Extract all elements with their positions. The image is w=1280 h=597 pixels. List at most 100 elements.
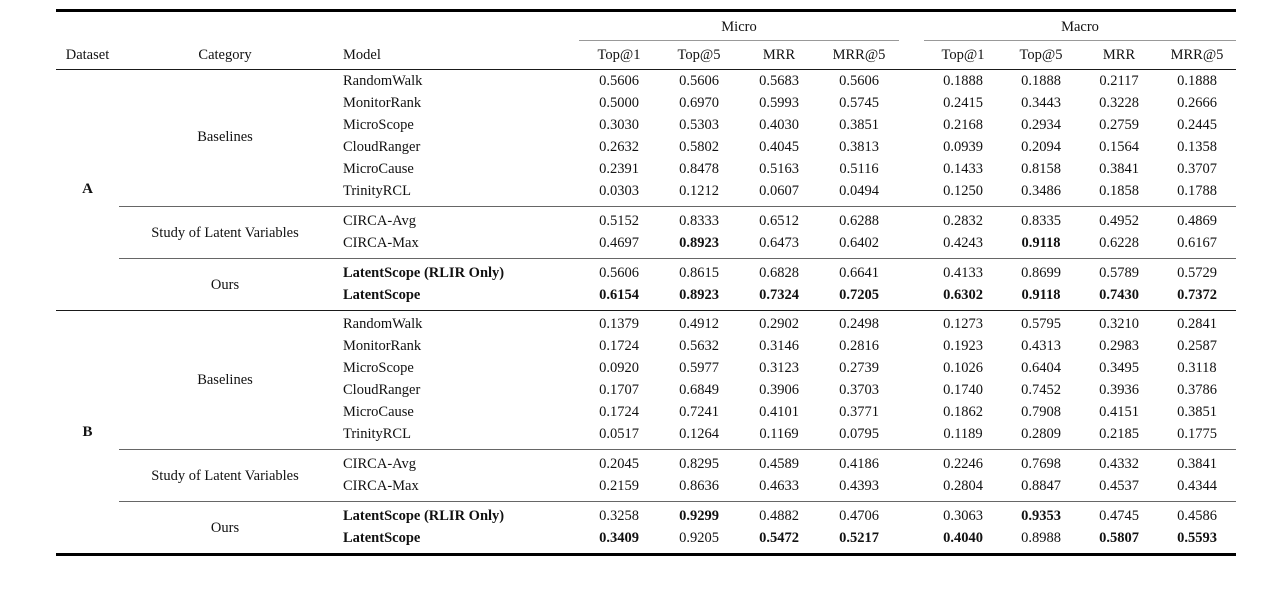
table-row: CloudRanger 0.1707 0.6849 0.3906 0.3703 0.174… (56, 379, 1236, 401)
metric-value: 0.4030 (759, 116, 799, 133)
metric-value: 0.4040 (943, 529, 983, 546)
metric-value: 0.3841 (1158, 448, 1237, 475)
metric-value: 0.5606 (839, 72, 879, 89)
metric-value: 0.2934 (1021, 116, 1061, 133)
metric-value: 0.7698 (1002, 448, 1080, 475)
metric-value: 0.1923 (943, 337, 983, 354)
model-name: LatentScope (RLIR Only) (331, 500, 579, 527)
category-label: Baselines (119, 309, 331, 449)
metric-value: 0.3771 (839, 403, 879, 420)
metric-value: 0.5632 (679, 337, 719, 354)
model-name: RandomWalk (343, 72, 423, 89)
metric-value: 0.3123 (759, 359, 799, 376)
model-name: LatentScope (343, 529, 421, 546)
table-row: A Baselines RandomWalk 0.5606 0.5606 0.5683 0.… (56, 70, 1236, 198)
col-header-micro-mrr: MRR (739, 40, 819, 70)
metric-value: 0.4912 (659, 309, 739, 335)
metric-value: 0.2739 (839, 359, 879, 376)
metric-value: 0.1358 (1177, 138, 1217, 155)
metric-value: 0.5303 (679, 116, 719, 133)
metric-value: 0.4101 (759, 403, 799, 420)
metric-value: 0.2841 (1158, 309, 1237, 335)
table-row: MicroCause 0.1724 0.7241 0.4101 0.3771 0.1862… (56, 401, 1236, 423)
metric-value: 0.6228 (1099, 234, 1139, 251)
col-header-macro-top-1: Top@1 (924, 40, 1002, 70)
metric-value: 0.7324 (759, 286, 799, 303)
metric-value: 0.6849 (679, 381, 719, 398)
metric-value: 0.0920 (599, 359, 639, 376)
metric-value: 0.9118 (1021, 234, 1061, 251)
column-gap (899, 448, 924, 475)
table-row: MonitorRank 0.5000 0.6970 0.5993 0.5745 0.241… (56, 92, 1236, 114)
metric-value: 0.1212 (679, 182, 719, 199)
metric-value: 0.5000 (599, 94, 639, 111)
column-gap (899, 257, 924, 284)
metric-value: 0.2587 (1177, 337, 1217, 354)
metric-value: 0.4706 (819, 500, 899, 527)
metric-value: 0.3063 (924, 500, 1002, 527)
column-gap (899, 136, 924, 158)
metric-value: 0.5606 (579, 257, 659, 284)
model-name: MicroCause (343, 160, 414, 177)
table-row: MicroScope 0.0920 0.5977 0.3123 0.2739 0.1026… (56, 357, 1236, 379)
metric-value: 0.7908 (1021, 403, 1061, 420)
metric-value: 0.6288 (819, 205, 899, 232)
metric-value: 0.2094 (1021, 138, 1061, 155)
metric-value: 0.6828 (739, 257, 819, 284)
metric-value: 0.2498 (819, 309, 899, 335)
metric-value: 0.1740 (943, 381, 983, 398)
category-label: Ours (119, 500, 331, 554)
metric-value: 0.2983 (1099, 337, 1139, 354)
table-row: TrinityRCL 0.0517 0.1264 0.1169 0.0795 0.1189… (56, 423, 1236, 449)
metric-value: 0.1788 (1177, 182, 1217, 199)
metric-value: 0.3495 (1099, 359, 1139, 376)
table-row: LatentScope 0.3409 0.9205 0.5472 0.5217 0.404… (56, 527, 1236, 554)
column-gap (899, 205, 924, 232)
model-name: RandomWalk (331, 309, 579, 335)
metric-value: 0.2666 (1177, 94, 1217, 111)
metric-value: 0.9299 (659, 500, 739, 527)
metric-value: 0.5977 (679, 359, 719, 376)
metric-value: 0.5802 (679, 138, 719, 155)
metric-value: 0.6473 (759, 234, 799, 251)
metric-value: 0.4344 (1177, 477, 1217, 494)
metric-value: 0.5152 (579, 205, 659, 232)
metric-value: 0.3851 (839, 116, 879, 133)
metric-value: 0.5789 (1080, 257, 1158, 284)
table-row: CloudRanger 0.2632 0.5802 0.4045 0.3813 0.093… (56, 136, 1236, 158)
metric-value: 0.1169 (759, 425, 799, 442)
metric-value: 0.0607 (759, 182, 799, 199)
metric-value: 0.1888 (1177, 72, 1217, 89)
metric-value: 0.3409 (599, 529, 639, 546)
metric-value: 0.7241 (679, 403, 719, 420)
metric-value: 0.1888 (1021, 72, 1061, 89)
model-name: CloudRanger (343, 381, 421, 398)
column-gap (899, 475, 924, 501)
model-name: MicroScope (343, 116, 414, 133)
metric-value: 0.4243 (943, 234, 983, 251)
metric-value: 0.0494 (839, 182, 879, 199)
metric-value: 0.7205 (839, 286, 879, 303)
metric-value: 0.5795 (1002, 309, 1080, 335)
metric-value: 0.0517 (599, 425, 639, 442)
metric-value: 0.1724 (599, 403, 639, 420)
metric-value: 0.2759 (1099, 116, 1139, 133)
metric-value: 0.5683 (759, 72, 799, 89)
metric-value: 0.7372 (1177, 286, 1217, 303)
column-gap (899, 180, 924, 206)
metric-value: 0.6167 (1177, 234, 1217, 251)
metric-value: 0.4586 (1158, 500, 1237, 527)
col-header-macro-top-5: Top@5 (1002, 40, 1080, 70)
metric-value: 0.3228 (1099, 94, 1139, 111)
table-row: CIRCA-Max 0.4697 0.8923 0.6473 0.6402 0.4243 0… (56, 232, 1236, 258)
metric-value: 0.2045 (579, 448, 659, 475)
metric-value: 0.5729 (1158, 257, 1237, 284)
category-label: Study of Latent Variables (119, 205, 331, 258)
category-label: Ours (119, 257, 331, 310)
metric-value: 0.8615 (659, 257, 739, 284)
metric-value: 0.4697 (599, 234, 639, 251)
column-gap (899, 500, 924, 527)
group-header-macro: Macro (924, 10, 1237, 41)
column-gap (899, 335, 924, 357)
